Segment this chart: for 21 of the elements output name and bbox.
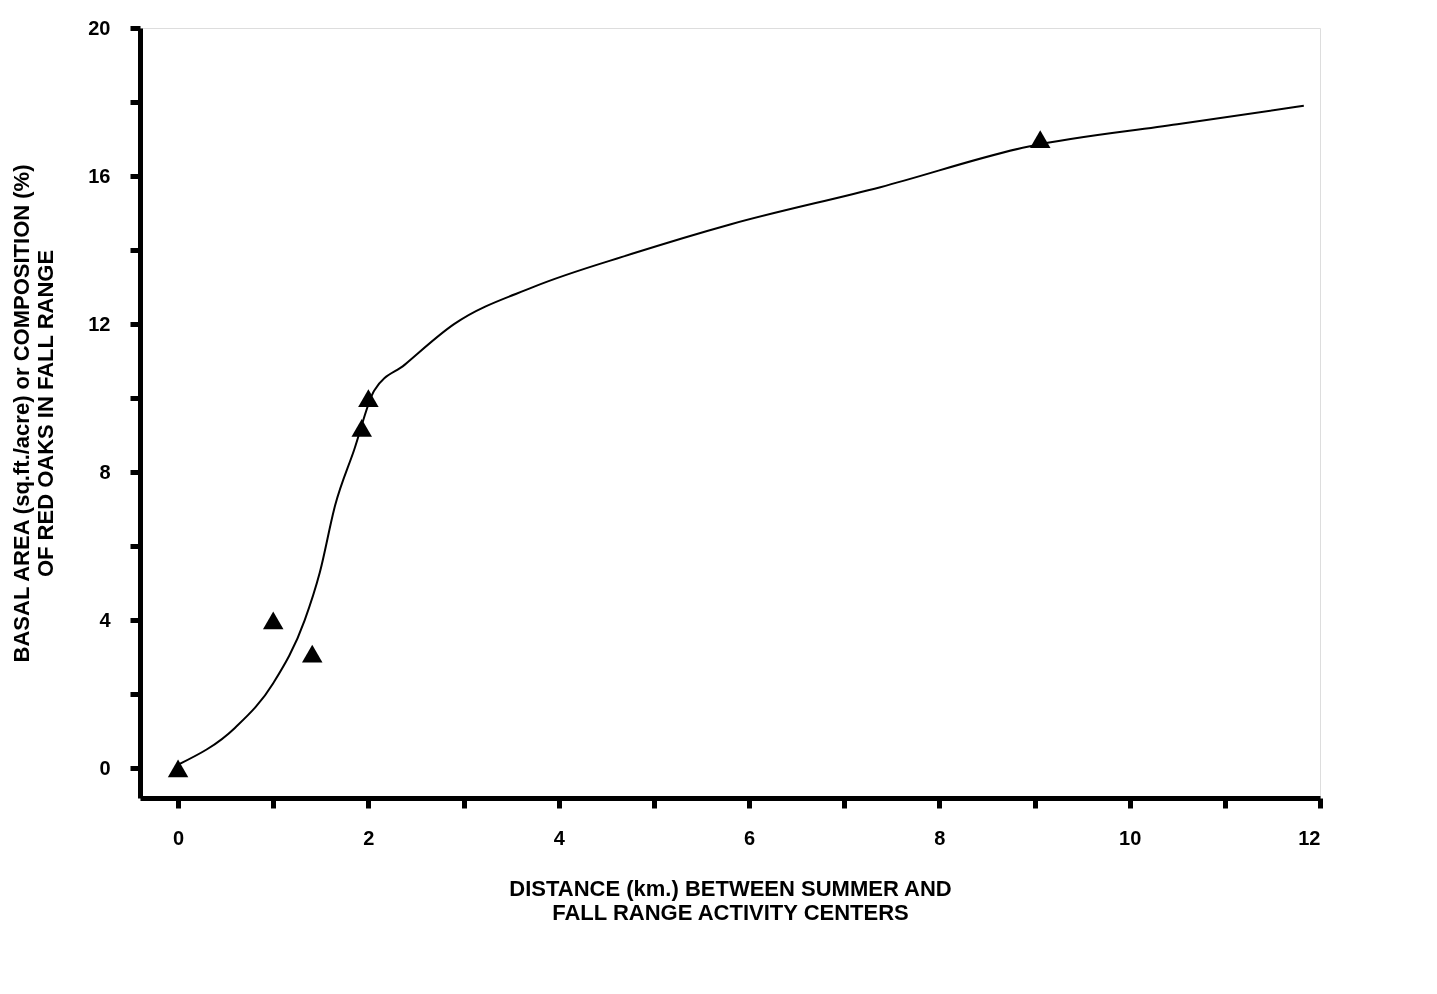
y-tick-label: 8 [99,460,111,483]
y-tick-label: 4 [99,608,112,631]
y-tick-label: 12 [88,312,111,335]
y-tick-label: 0 [99,756,111,779]
x-tick-label: 4 [553,826,566,849]
x-tick-label: 8 [934,826,946,849]
x-axis-title: DISTANCE (km.) BETWEEN SUMMER AND FALL RANGE ACTIVITY CENTERS [509,875,952,925]
point [1029,130,1051,148]
point [351,418,372,437]
x-tick-label: 0 [173,826,185,849]
y-tick-label: 16 [88,164,111,187]
x-tick-label: 6 [743,826,756,849]
y-axis-title: BASAL AREA (sq.ft./acre) or COMPOSITION (%) OF RED OAKS IN FALL RANGE [9,164,59,663]
point [358,389,379,408]
point [167,759,189,778]
x-tick-label: 10 [1119,826,1142,849]
point [301,644,323,663]
x-tick-label: 12 [1298,826,1321,849]
y-tick-label: 20 [88,16,111,39]
x-tick-label: 2 [363,826,375,849]
point [262,611,284,630]
